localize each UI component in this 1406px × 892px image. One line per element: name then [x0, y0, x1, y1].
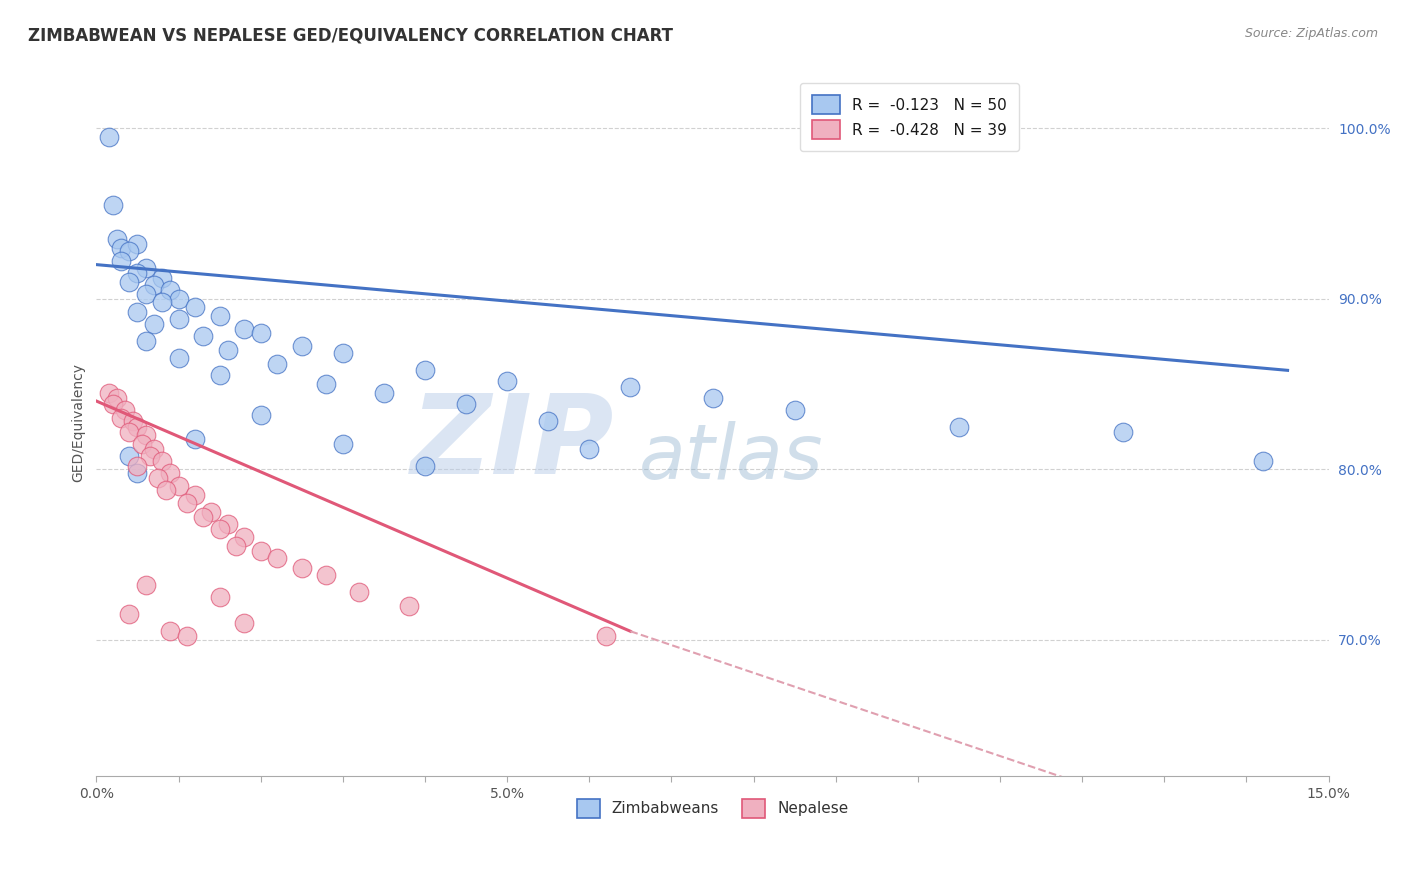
- Point: [159, 624, 181, 639]
- Point: [142, 318, 165, 332]
- Point: [159, 283, 181, 297]
- Point: [208, 368, 231, 383]
- Point: [118, 449, 141, 463]
- Point: [176, 629, 198, 643]
- Point: [150, 453, 173, 467]
- Point: [208, 309, 231, 323]
- Point: [101, 198, 124, 212]
- Point: [184, 488, 207, 502]
- Point: [135, 260, 157, 275]
- Point: [142, 278, 165, 293]
- Point: [578, 442, 600, 456]
- Point: [184, 432, 207, 446]
- Point: [217, 516, 239, 531]
- Point: [167, 292, 190, 306]
- Point: [127, 266, 149, 280]
- Text: ZIP: ZIP: [411, 390, 614, 497]
- Point: [135, 578, 157, 592]
- Point: [97, 129, 120, 144]
- Point: [135, 286, 157, 301]
- Point: [150, 295, 173, 310]
- Point: [118, 275, 141, 289]
- Point: [191, 329, 214, 343]
- Point: [413, 458, 436, 473]
- Point: [167, 312, 190, 326]
- Legend: Zimbabweans, Nepalese: Zimbabweans, Nepalese: [569, 791, 856, 825]
- Point: [1112, 425, 1135, 439]
- Point: [208, 590, 231, 604]
- Point: [118, 244, 141, 258]
- Point: [127, 458, 149, 473]
- Point: [208, 522, 231, 536]
- Point: [118, 607, 141, 622]
- Point: [127, 237, 149, 252]
- Point: [332, 436, 354, 450]
- Point: [373, 385, 395, 400]
- Point: [783, 402, 806, 417]
- Point: [249, 544, 271, 558]
- Point: [105, 391, 128, 405]
- Point: [702, 391, 724, 405]
- Point: [191, 510, 214, 524]
- Point: [122, 415, 145, 429]
- Text: atlas: atlas: [638, 421, 823, 495]
- Point: [184, 300, 207, 314]
- Point: [127, 466, 149, 480]
- Point: [110, 254, 132, 268]
- Y-axis label: GED/Equivalency: GED/Equivalency: [72, 363, 86, 482]
- Point: [110, 241, 132, 255]
- Point: [142, 442, 165, 456]
- Point: [135, 428, 157, 442]
- Point: [266, 357, 288, 371]
- Point: [155, 483, 177, 497]
- Point: [167, 351, 190, 366]
- Point: [225, 539, 247, 553]
- Point: [200, 505, 222, 519]
- Point: [948, 419, 970, 434]
- Point: [233, 531, 256, 545]
- Point: [127, 305, 149, 319]
- Point: [249, 408, 271, 422]
- Point: [249, 326, 271, 340]
- Point: [454, 397, 477, 411]
- Point: [595, 629, 617, 643]
- Point: [159, 466, 181, 480]
- Point: [150, 271, 173, 285]
- Point: [233, 322, 256, 336]
- Point: [176, 496, 198, 510]
- Point: [217, 343, 239, 357]
- Point: [291, 561, 314, 575]
- Point: [413, 363, 436, 377]
- Point: [146, 471, 169, 485]
- Point: [537, 415, 560, 429]
- Point: [291, 339, 314, 353]
- Point: [97, 385, 120, 400]
- Point: [349, 585, 371, 599]
- Point: [266, 550, 288, 565]
- Point: [127, 419, 149, 434]
- Point: [131, 436, 153, 450]
- Point: [1251, 453, 1274, 467]
- Point: [101, 397, 124, 411]
- Point: [496, 374, 519, 388]
- Point: [118, 425, 141, 439]
- Point: [110, 411, 132, 425]
- Point: [315, 568, 337, 582]
- Text: Source: ZipAtlas.com: Source: ZipAtlas.com: [1244, 27, 1378, 40]
- Point: [105, 232, 128, 246]
- Point: [619, 380, 641, 394]
- Point: [233, 615, 256, 630]
- Point: [139, 449, 162, 463]
- Text: ZIMBABWEAN VS NEPALESE GED/EQUIVALENCY CORRELATION CHART: ZIMBABWEAN VS NEPALESE GED/EQUIVALENCY C…: [28, 27, 673, 45]
- Point: [315, 376, 337, 391]
- Point: [332, 346, 354, 360]
- Point: [135, 334, 157, 349]
- Point: [398, 599, 420, 613]
- Point: [114, 402, 136, 417]
- Point: [167, 479, 190, 493]
